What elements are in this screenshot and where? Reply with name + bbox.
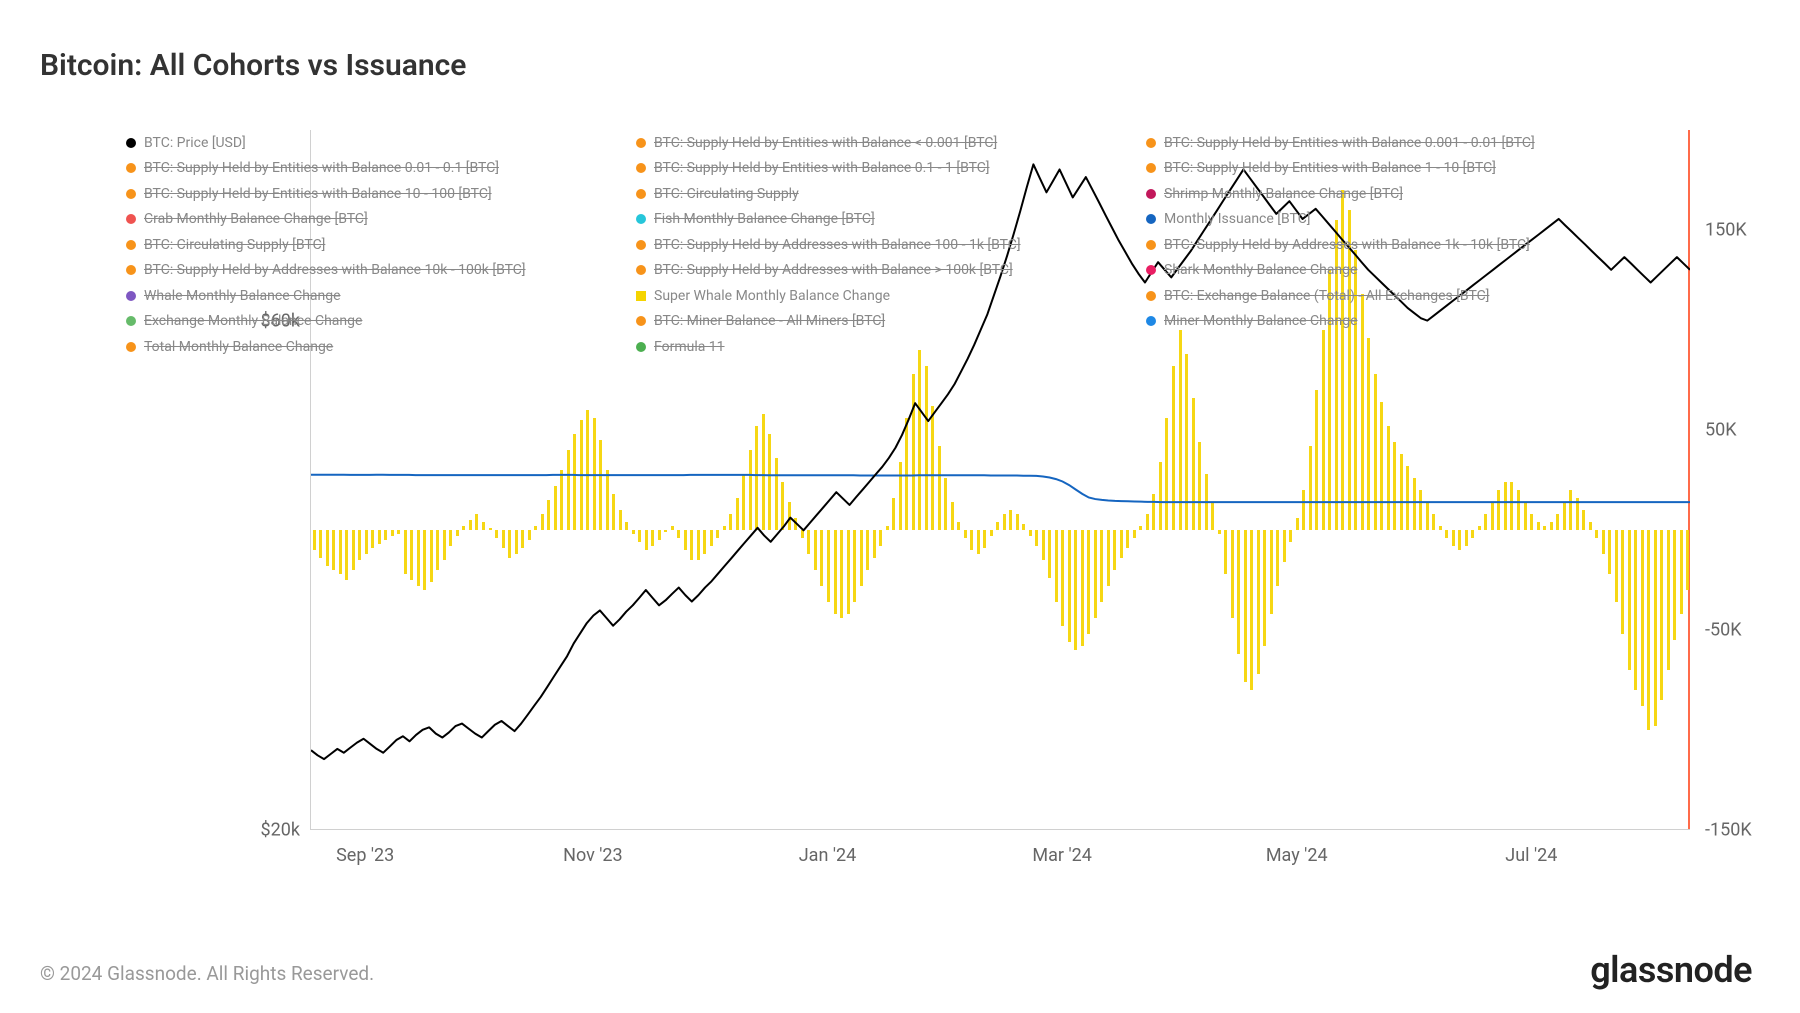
chart-container: $20k$60k -150K-50K50K150K Sep '23Nov '23… bbox=[60, 130, 1740, 870]
legend-marker bbox=[126, 342, 136, 352]
x-tick-label: Nov '23 bbox=[563, 845, 623, 866]
legend-marker bbox=[126, 291, 136, 301]
legend-marker bbox=[126, 138, 136, 148]
x-tick-label: Jan '24 bbox=[799, 845, 857, 866]
x-tick-label: Sep '23 bbox=[336, 845, 394, 866]
x-tick-label: May '24 bbox=[1266, 845, 1328, 866]
lines-layer bbox=[311, 130, 1690, 829]
page-title: Bitcoin: All Cohorts vs Issuance bbox=[40, 48, 466, 83]
legend-marker bbox=[126, 163, 136, 173]
legend-label: Total Monthly Balance Change bbox=[144, 339, 333, 355]
y-right-tick-label: -50K bbox=[1705, 620, 1742, 641]
y-left-tick-label: $20k bbox=[60, 820, 300, 841]
legend-label: BTC: Price [USD] bbox=[144, 135, 246, 151]
x-tick-label: Jul '24 bbox=[1505, 845, 1557, 866]
legend-marker bbox=[126, 240, 136, 250]
legend-marker bbox=[126, 214, 136, 224]
y-right-tick-label: 150K bbox=[1705, 220, 1747, 241]
y-left-tick-label: $60k bbox=[60, 310, 300, 331]
x-tick-label: Mar '24 bbox=[1032, 845, 1091, 866]
issuance-line bbox=[311, 475, 1690, 502]
y-right-tick-label: -150K bbox=[1705, 820, 1752, 841]
y-right-tick-label: 50K bbox=[1705, 420, 1737, 441]
legend-label: BTC: Circulating Supply [BTC] bbox=[144, 237, 325, 253]
chart-plot: BTC: Price [USD]BTC: Supply Held by Enti… bbox=[310, 130, 1690, 830]
legend-marker bbox=[126, 265, 136, 275]
price-line bbox=[311, 164, 1690, 759]
brand-logo: glassnode bbox=[1590, 949, 1752, 991]
legend-marker bbox=[126, 189, 136, 199]
copyright-footer: © 2024 Glassnode. All Rights Reserved. bbox=[40, 962, 374, 985]
